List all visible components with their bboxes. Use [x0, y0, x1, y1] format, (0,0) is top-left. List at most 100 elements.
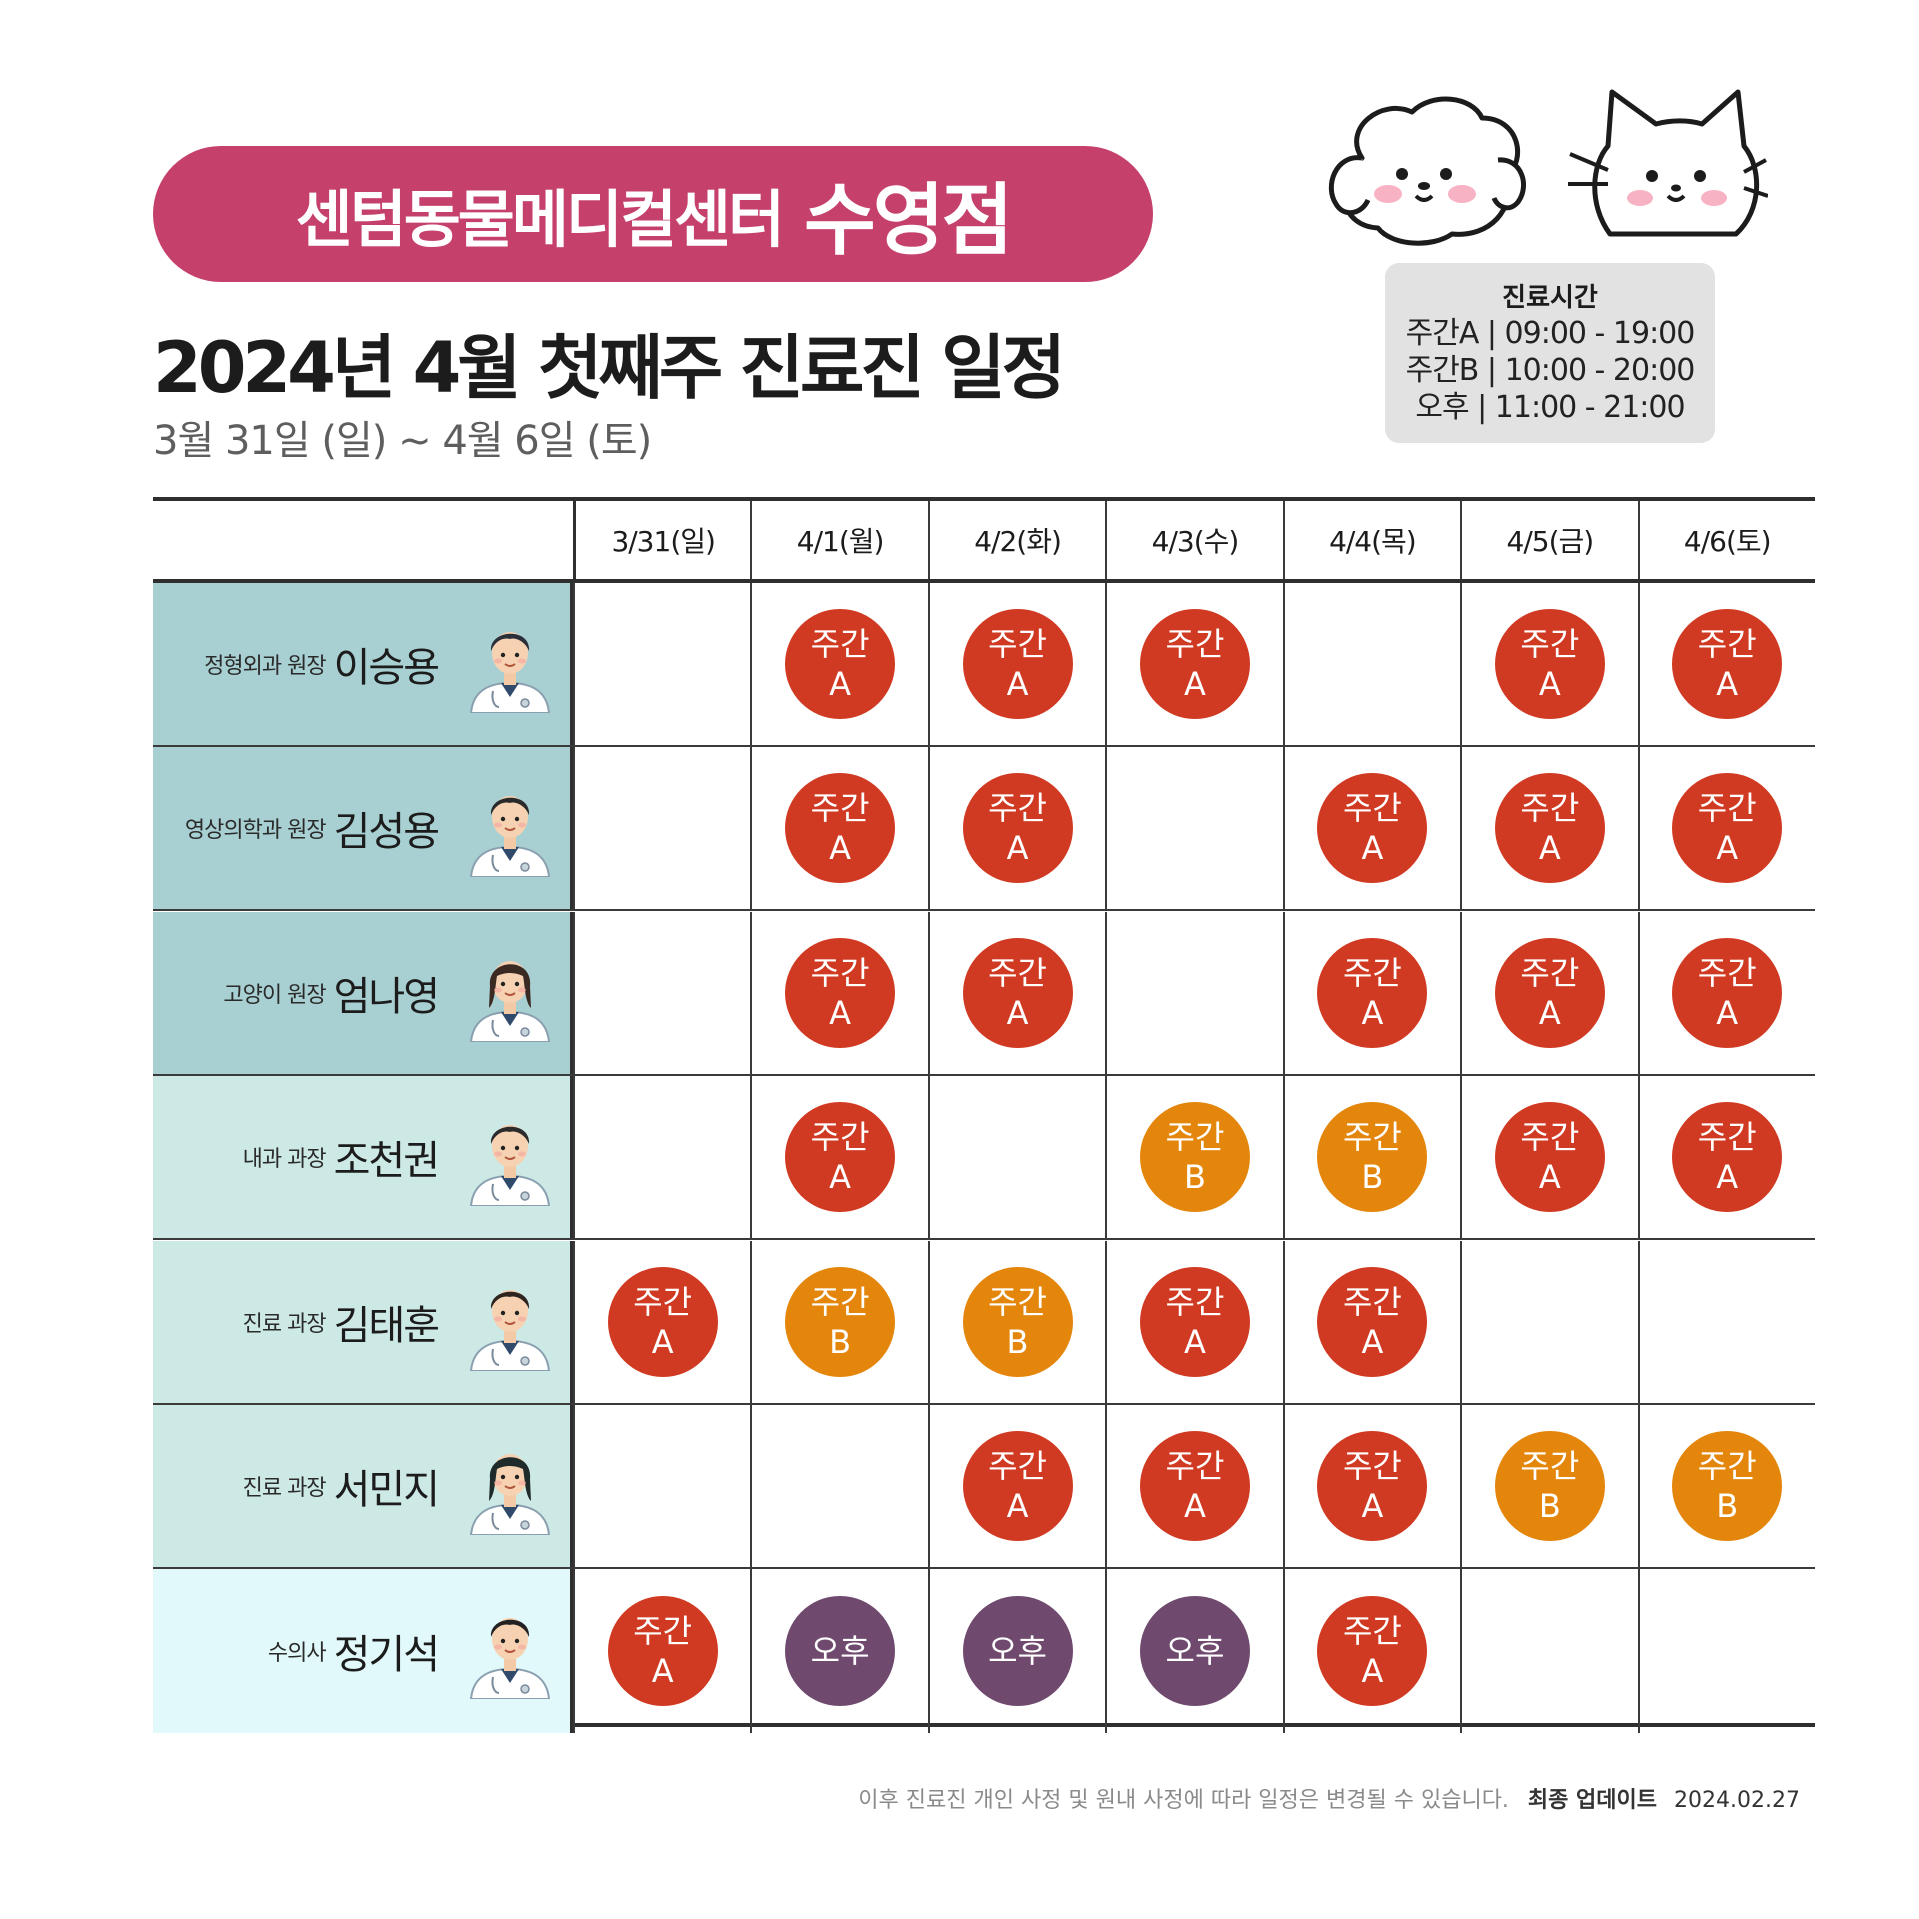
doctor-avatar-icon	[465, 617, 555, 714]
schedule-cell	[1460, 1240, 1637, 1403]
doctor-avatar-icon	[465, 1603, 555, 1701]
brand-branch: 수영점	[804, 176, 1013, 266]
shift-badge: 주간 A	[1139, 1266, 1250, 1377]
doctor-cell: 진료 과장 김태훈	[153, 1240, 573, 1403]
schedule-cell	[750, 1405, 927, 1567]
shift-badge: 주간 A	[1672, 1102, 1783, 1213]
schedule-cell: 주간 A	[1105, 1405, 1282, 1567]
day-header: 4/1(월)	[750, 501, 927, 579]
shift-badge: 주간 B	[1139, 1102, 1250, 1213]
day-header: 4/5(금)	[1460, 501, 1637, 579]
doctor-name: 정기석	[333, 1632, 440, 1679]
day-header: 4/4(목)	[1282, 501, 1460, 579]
schedule-cell	[573, 911, 750, 1074]
doctor-label: 고양이 원장 엄나영	[223, 912, 440, 1074]
schedule-row: 진료 과장 김태훈 주간 A 주간 B 주간 B 주간 A 주간 A	[153, 1240, 1815, 1405]
schedule-cell: 주간 A	[750, 583, 927, 745]
schedule-header-row: 3/31(일) 4/1(월) 4/2(화) 4/3(수) 4/4(목) 4/5(금) 4/6…	[153, 501, 1815, 583]
day-header: 4/6(토)	[1637, 501, 1815, 579]
day-header: 3/31(일)	[573, 501, 750, 579]
doctor-label: 내과 과장 조천권	[242, 1076, 440, 1238]
schedule-cell: 주간 A	[1282, 1569, 1460, 1734]
schedule-cell: 주간 A	[750, 1076, 927, 1239]
schedule-table: 3/31(일) 4/1(월) 4/2(화) 4/3(수) 4/4(목) 4/5(금) 4/6…	[153, 497, 1815, 1734]
schedule-cell: 주간 A	[1282, 911, 1460, 1074]
schedule-cell: 주간 B	[1637, 1405, 1815, 1567]
footer-note: 이후 진료진 개인 사정 및 원내 사정에 따라 일정은 변경될 수 있습니다.…	[858, 1782, 1800, 1814]
schedule-row: 영상의학과 원장 김성용 주간 A 주간 A 주간 A 주간 A 주간 A	[153, 747, 1815, 912]
doctor-label: 진료 과장 서민지	[242, 1405, 440, 1567]
brand-name: 센텀동물메디컬센터	[295, 183, 785, 256]
shift-badge: 주간 A	[785, 773, 896, 884]
shift-badge: 오후	[785, 1596, 896, 1707]
doctor-role: 내과 과장	[242, 1147, 327, 1173]
schedule-cell: 주간 A	[1282, 747, 1460, 910]
schedule-cell: 오후	[1105, 1569, 1282, 1734]
doctor-role: 진료 과장	[242, 1476, 327, 1501]
shift-badge: 주간 A	[1317, 1431, 1428, 1541]
schedule-cell: 주간 A	[1637, 583, 1815, 745]
doctor-name: 조천권	[333, 1138, 440, 1185]
schedule-cell: 주간 A	[1282, 1240, 1460, 1403]
header-corner-cell	[153, 501, 573, 579]
schedule-cell: 주간 A	[927, 747, 1105, 910]
schedule-cell: 주간 A	[573, 1240, 750, 1403]
page-title: 2024년 4월 첫째주 진료진 일정	[153, 327, 1066, 409]
schedule-cell: 주간 A	[1637, 1076, 1815, 1239]
shift-badge: 주간 B	[962, 1266, 1073, 1377]
doctor-cell: 정형외과 원장 이승용	[153, 583, 573, 745]
schedule-cell	[573, 583, 750, 745]
schedule-row: 진료 과장 서민지 주간 A 주간 A 주간 A 주간 B 주간 B	[153, 1405, 1815, 1569]
doctor-cell: 영상의학과 원장 김성용	[153, 747, 573, 910]
doctor-avatar-icon	[465, 1439, 555, 1536]
schedule-row: 고양이 원장 엄나영 주간 A 주간 A 주간 A 주간 A 주간 A	[153, 911, 1815, 1076]
doctor-name: 이승용	[333, 645, 440, 691]
schedule-cell	[1105, 911, 1282, 1074]
doctor-role: 영상의학과 원장	[184, 818, 327, 844]
shift-badge: 주간 A	[1494, 773, 1605, 884]
doctor-label: 영상의학과 원장 김성용	[184, 747, 440, 909]
hours-title: 진료시간	[1502, 283, 1598, 313]
shift-badge: 오후	[962, 1596, 1073, 1707]
shift-badge: 주간 A	[607, 1266, 718, 1377]
doctor-avatar-icon	[465, 1110, 555, 1208]
doctor-role: 진료 과장	[242, 1311, 327, 1337]
schedule-cell: 주간 A	[1460, 747, 1637, 910]
shift-badge: 주간 A	[1672, 937, 1783, 1048]
schedule-row: 수의사 정기석 주간 A 오후 오후 오후 주간 A	[153, 1569, 1815, 1734]
shift-badge: 주간 A	[1317, 1266, 1428, 1377]
schedule-row: 정형외과 원장 이승용 주간 A 주간 A 주간 A 주간 A 주간 A	[153, 583, 1815, 747]
schedule-cell: 주간 A	[1460, 1076, 1637, 1239]
hours-line-b: 주간B | 10:00 - 20:00	[1405, 353, 1696, 388]
schedule-cell: 주간 B	[1460, 1405, 1637, 1567]
hours-panel: 진료시간 주간A | 09:00 - 19:00 주간B | 10:00 - 2…	[1385, 263, 1715, 443]
schedule-row: 내과 과장 조천권 주간 A 주간 B 주간 B 주간 A 주간 A	[153, 1076, 1815, 1241]
doctor-name: 김태훈	[333, 1302, 440, 1349]
doctor-role: 고양이 원장	[223, 982, 326, 1008]
shift-badge: 주간 A	[962, 773, 1073, 884]
schedule-cell	[573, 1076, 750, 1239]
shift-badge: 주간 A	[785, 1102, 896, 1213]
dog-mascot-icon	[1328, 96, 1526, 246]
doctor-cell: 진료 과장 서민지	[153, 1405, 573, 1567]
schedule-cell: 주간 B	[927, 1240, 1105, 1403]
schedule-cell: 주간 A	[1460, 911, 1637, 1074]
schedule-cell: 주간 A	[927, 911, 1105, 1074]
doctor-avatar-icon	[465, 781, 555, 879]
shift-badge: 주간 A	[962, 937, 1073, 1048]
footer-update-label: 최종 업데이트	[1527, 1788, 1658, 1813]
schedule-cell	[1637, 1569, 1815, 1734]
schedule-cell: 오후	[927, 1569, 1105, 1734]
schedule-cell	[927, 1076, 1105, 1239]
shift-badge: 주간 A	[1317, 1596, 1428, 1707]
shift-badge: 주간 A	[1494, 937, 1605, 1048]
schedule-cell: 주간 A	[1637, 747, 1815, 910]
shift-badge: 주간 A	[785, 609, 896, 719]
doctor-avatar-icon	[465, 1275, 555, 1372]
shift-badge: 주간 B	[1317, 1102, 1428, 1213]
schedule-cell	[573, 1405, 750, 1567]
schedule-cell: 오후	[750, 1569, 927, 1734]
shift-badge: 주간 A	[1139, 609, 1250, 719]
schedule-cell: 주간 A	[1105, 583, 1282, 745]
doctor-cell: 고양이 원장 엄나영	[153, 911, 573, 1074]
